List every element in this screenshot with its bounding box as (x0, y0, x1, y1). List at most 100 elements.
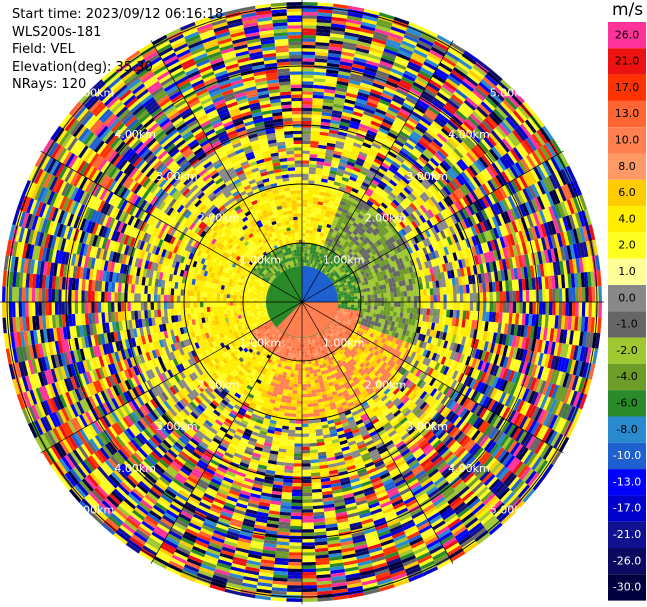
velocity-gate (343, 35, 359, 41)
velocity-gate (375, 364, 382, 371)
velocity-gate (323, 162, 332, 167)
velocity-gate (338, 186, 346, 192)
velocity-gate (337, 271, 342, 275)
velocity-gate (404, 141, 415, 151)
velocity-gate (482, 311, 487, 322)
velocity-gate (468, 443, 479, 455)
velocity-gate (520, 158, 531, 172)
velocity-gate (373, 344, 379, 351)
velocity-gate (545, 142, 557, 157)
velocity-gate (381, 220, 388, 228)
velocity-gate (349, 176, 357, 182)
velocity-gate (294, 373, 299, 378)
velocity-gate (391, 266, 396, 273)
velocity-gate (419, 380, 427, 390)
velocity-gate (419, 348, 425, 356)
velocity-gate (575, 330, 581, 346)
velocity-gate (389, 103, 401, 112)
velocity-gate (524, 254, 530, 267)
velocity-gate (553, 155, 564, 171)
velocity-gate (558, 302, 563, 316)
velocity-gate (534, 458, 546, 473)
velocity-gate (475, 174, 485, 186)
velocity-gate (359, 285, 363, 290)
velocity-gate (299, 354, 302, 358)
velocity-gate (408, 373, 416, 382)
velocity-gate (513, 398, 522, 412)
velocity-gate (501, 198, 510, 211)
velocity-gate (545, 176, 555, 191)
velocity-gate (330, 29, 345, 35)
velocity-gate (282, 488, 293, 493)
velocity-gate (451, 224, 459, 234)
velocity-gate (545, 447, 557, 462)
velocity-gate (478, 172, 488, 184)
velocity-gate (530, 421, 540, 436)
velocity-gate (433, 40, 449, 51)
velocity-gate (291, 496, 302, 500)
velocity-gate (505, 222, 512, 235)
velocity-gate (381, 235, 388, 242)
velocity-gate (490, 271, 496, 282)
velocity-gate (472, 176, 482, 188)
velocity-gate (515, 244, 522, 257)
velocity-gate (476, 222, 484, 234)
velocity-gate (382, 349, 388, 356)
velocity-gate (460, 123, 473, 135)
velocity-gate (437, 355, 444, 364)
velocity-gate (403, 99, 416, 108)
velocity-gate (408, 278, 413, 285)
velocity-gate (553, 233, 560, 248)
velocity-gate (393, 62, 407, 71)
velocity-gate (555, 218, 564, 233)
velocity-gate (302, 21, 317, 26)
velocity-gate (427, 367, 434, 377)
velocity-gate (380, 202, 388, 209)
velocity-gate (461, 249, 468, 259)
velocity-gate (371, 317, 376, 322)
velocity-gate (389, 342, 396, 349)
velocity-gate (348, 123, 359, 130)
velocity-gate (454, 392, 462, 403)
velocity-gate (357, 279, 362, 284)
velocity-gate (335, 287, 340, 291)
velocity-gate (477, 254, 483, 265)
velocity-gate (375, 335, 381, 341)
velocity-gate (506, 167, 517, 180)
velocity-gate (450, 325, 455, 335)
velocity-gate (322, 108, 333, 114)
velocity-gate (335, 140, 345, 147)
velocity-gate (537, 442, 548, 457)
velocity-gate (296, 400, 302, 404)
velocity-gate (309, 253, 313, 258)
velocity-gate (451, 94, 464, 105)
velocity-gate (493, 354, 500, 366)
velocity-gate (443, 237, 450, 247)
velocity-gate (318, 238, 323, 243)
velocity-gate (351, 315, 356, 320)
velocity-gate (445, 140, 456, 151)
velocity-gate (413, 127, 424, 137)
velocity-gate (536, 165, 546, 180)
velocity-gate (364, 302, 368, 306)
velocity-gate (384, 156, 394, 164)
velocity-gate (371, 229, 378, 236)
velocity-gate (312, 107, 323, 112)
velocity-gate (496, 142, 508, 155)
velocity-gate (361, 298, 365, 302)
velocity-gate (597, 317, 602, 334)
velocity-gate (416, 379, 424, 388)
velocity-gate (396, 223, 404, 231)
velocity-gate (526, 214, 534, 228)
velocity-gate (437, 231, 444, 241)
velocity-gate (453, 269, 459, 278)
velocity-gate (306, 393, 312, 398)
velocity-gate (471, 429, 481, 441)
velocity-gate (484, 385, 492, 397)
velocity-gate (324, 158, 333, 164)
velocity-gate (343, 217, 350, 223)
velocity-gate (534, 339, 540, 352)
velocity-gate (328, 200, 335, 205)
velocity-gate (495, 366, 503, 378)
velocity-gate (368, 226, 375, 233)
